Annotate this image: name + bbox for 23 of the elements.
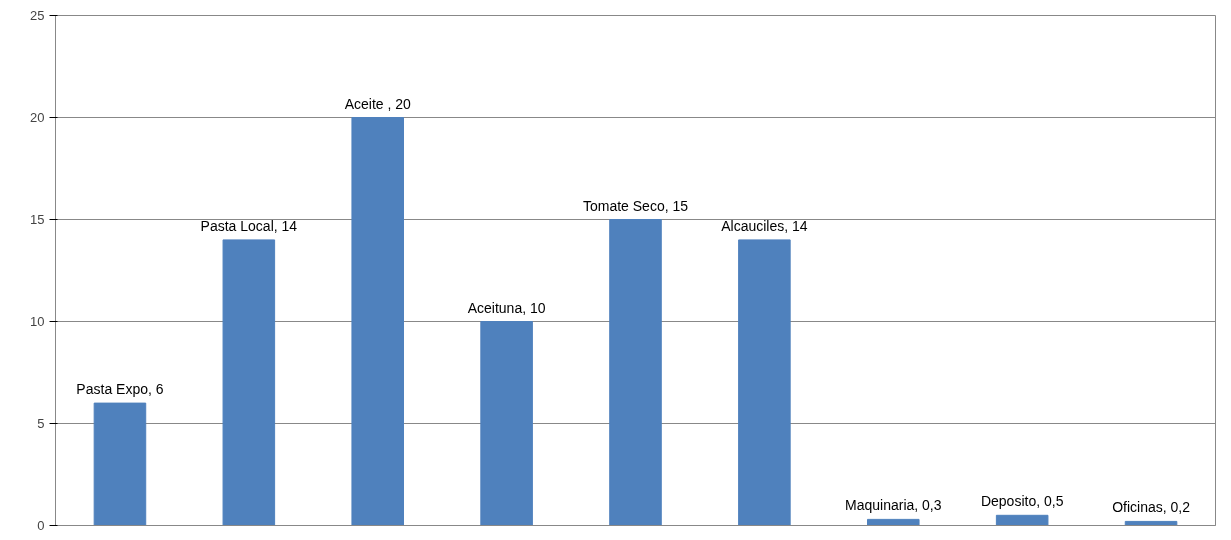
bar <box>351 117 404 526</box>
y-tick-label: 20 <box>30 110 45 125</box>
y-tick-label: 5 <box>37 416 45 431</box>
bar <box>995 514 1049 526</box>
data-label: Maquinaria, 0,3 <box>845 497 942 514</box>
bar <box>867 518 920 526</box>
y-tick-label: 25 <box>30 8 45 23</box>
data-label: Pasta Local, 14 <box>200 217 298 234</box>
bar <box>738 239 791 526</box>
data-label: Tomate Seco, 15 <box>582 197 689 214</box>
data-label: Aceite , 20 <box>344 95 412 112</box>
data-label: Pasta Expo, 6 <box>76 381 164 398</box>
data-label: Oficinas, 0,2 <box>1112 499 1191 516</box>
data-label: Alcauciles, 14 <box>721 217 808 234</box>
bar <box>609 219 662 526</box>
y-tick-label: 0 <box>37 518 45 533</box>
bar <box>222 239 276 526</box>
data-label: Deposito, 0,5 <box>980 493 1064 510</box>
data-label: Aceituna, 10 <box>467 299 546 316</box>
y-tick-label: 10 <box>30 314 45 329</box>
bar <box>480 321 533 526</box>
bar <box>93 402 147 526</box>
y-tick-label: 15 <box>30 212 45 227</box>
